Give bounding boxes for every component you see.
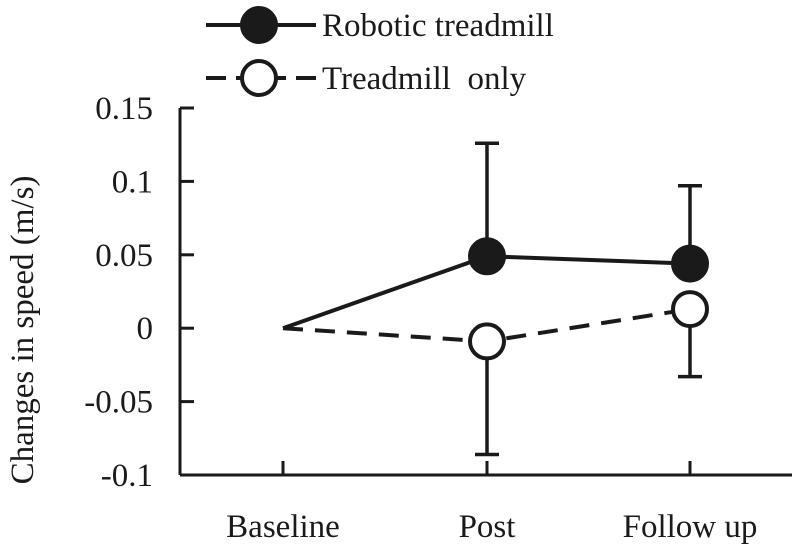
x-tick-label: Baseline [226, 509, 340, 545]
axes: -0.1 -0.05 0 0.05 0.1 0.15 Baseline Post Follow … [84, 91, 792, 545]
legend: Robotic treadmill Treadmill only [206, 6, 554, 97]
data-point [671, 244, 709, 283]
data-point [468, 237, 506, 276]
y-tick-label: 0 [137, 311, 154, 347]
legend-label: Treadmill only [322, 61, 527, 97]
legend-marker [240, 59, 278, 97]
legend-item: Robotic treadmill [206, 6, 554, 44]
y-axis-title: Changes in speed (m/s) [5, 176, 41, 485]
series-2 [282, 290, 709, 457]
y-tick-label: 0.1 [112, 164, 153, 200]
x-tick-label: Post [459, 509, 516, 545]
y-tick-label: 0.05 [95, 238, 153, 274]
legend-label: Robotic treadmill [322, 8, 554, 44]
data-point [468, 322, 506, 361]
x-tick-label: Follow up [623, 509, 758, 545]
y-tick-label: -0.1 [101, 458, 153, 494]
y-tick-label: 0.15 [95, 91, 153, 127]
legend-item: Treadmill only [206, 59, 527, 97]
series-1 [282, 141, 709, 331]
plot-area [282, 141, 709, 457]
y-tick-label: -0.05 [84, 385, 153, 421]
legend-marker [240, 6, 278, 44]
data-point [671, 290, 709, 329]
